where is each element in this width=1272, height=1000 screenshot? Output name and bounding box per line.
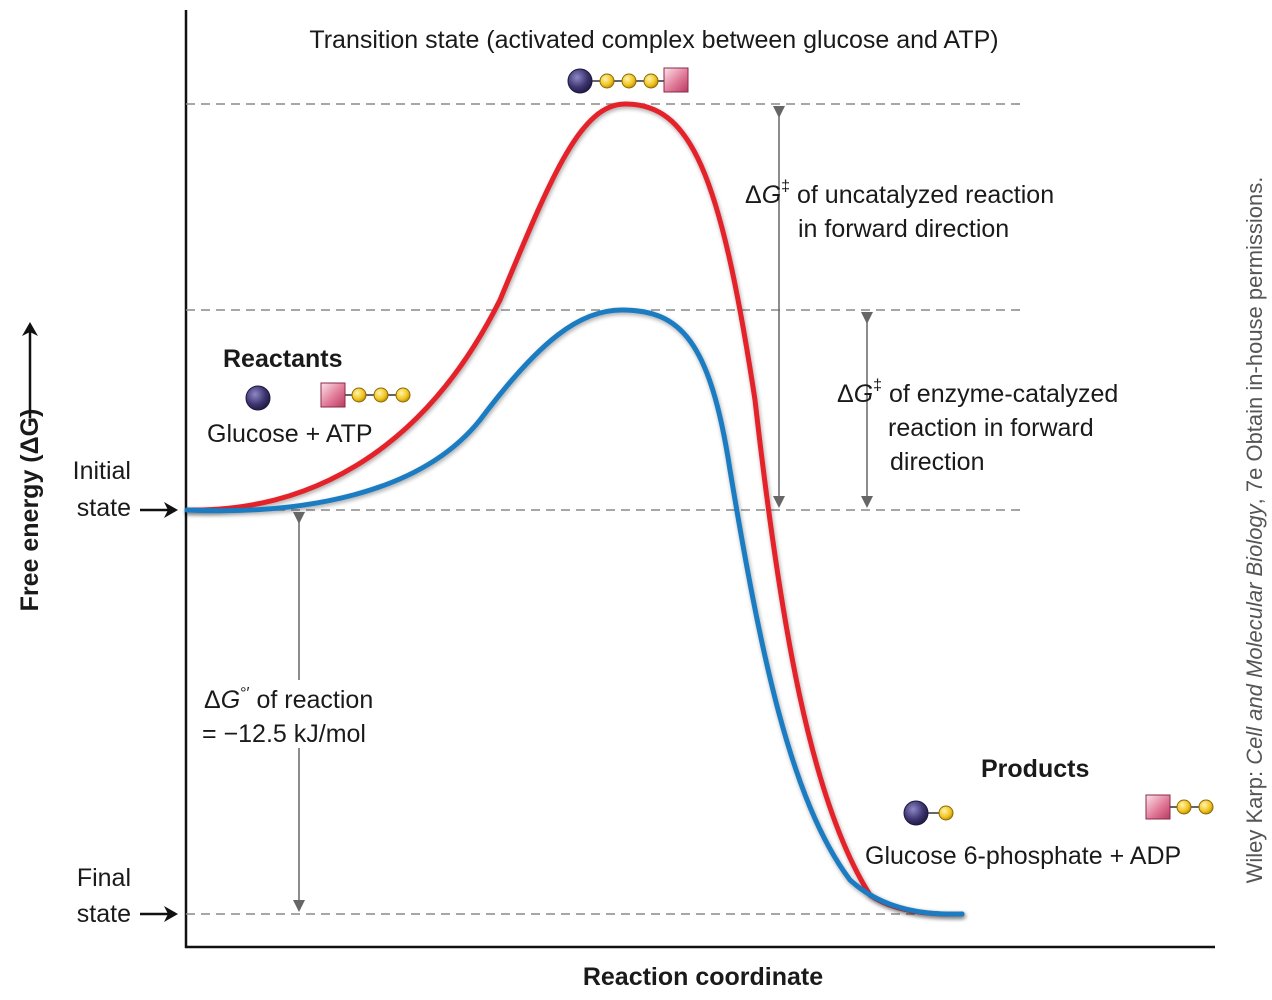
- reaction-dg-label-2: = −12.5 kJ/mol: [202, 720, 366, 748]
- initial-state-label-1: Initial: [73, 457, 131, 485]
- reaction-dg-label-1: ΔG°′ of reaction: [204, 685, 373, 714]
- initial-state-arrow: [140, 502, 178, 518]
- final-state-label-1: Final: [77, 864, 131, 892]
- credit-line: Wiley Karp: Cell and Molecular Biology, …: [1242, 177, 1267, 884]
- catalyzed-curve: [184, 307, 965, 917]
- uncatalyzed-curve: [184, 101, 965, 917]
- glucose-icon: [245, 385, 271, 411]
- y-axis-label: Free energy (ΔG): [16, 409, 44, 612]
- uncatalyzed-dg-label-1: ΔG‡ of uncatalyzed reaction: [745, 178, 1054, 209]
- initial-state-label-2: state: [77, 494, 131, 522]
- glucose-6-phosphate-icon: [903, 800, 954, 826]
- products-label: Glucose 6-phosphate + ADP: [865, 842, 1181, 870]
- final-state-arrow: [140, 906, 178, 922]
- transition-state-title: Transition state (activated complex betw…: [309, 26, 998, 54]
- adp-icon: [1145, 794, 1214, 820]
- catalyzed-dg-label-1: ΔG‡ of enzyme-catalyzed: [837, 377, 1118, 408]
- atp-icon: [320, 382, 411, 408]
- uncatalyzed-dg-label-2: in forward direction: [798, 215, 1009, 243]
- reactants-label: Glucose + ATP: [207, 420, 373, 448]
- x-axis-label: Reaction coordinate: [583, 963, 823, 991]
- activated-complex-icon: [567, 67, 689, 94]
- catalyzed-dg-label-3: direction: [890, 448, 985, 476]
- final-state-label-2: state: [77, 900, 131, 928]
- products-heading: Products: [981, 755, 1089, 783]
- reactants-heading: Reactants: [223, 345, 343, 373]
- catalyzed-dg-label-2: reaction in forward: [888, 414, 1094, 442]
